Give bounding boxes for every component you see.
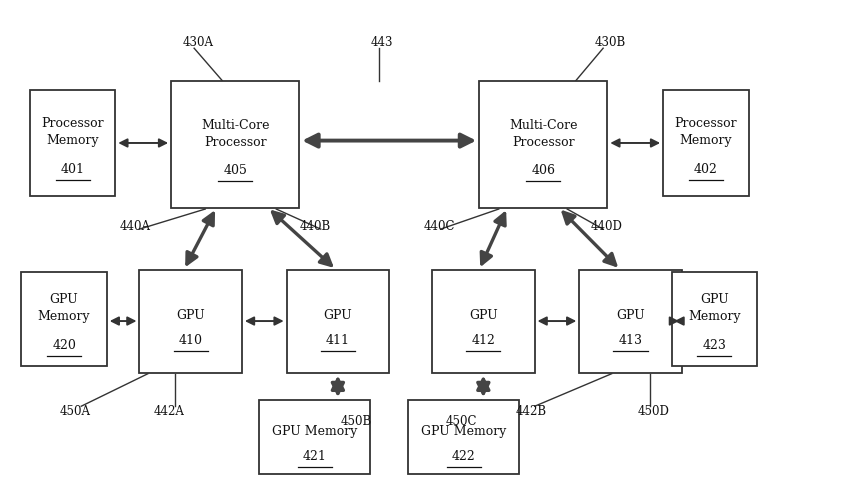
- Text: 440A: 440A: [120, 220, 150, 233]
- Text: 402: 402: [694, 163, 718, 176]
- FancyBboxPatch shape: [259, 400, 371, 474]
- Text: GPU Memory: GPU Memory: [272, 425, 358, 438]
- Text: GPU
Memory: GPU Memory: [38, 293, 91, 323]
- Text: 430B: 430B: [594, 36, 626, 49]
- Text: 430A: 430A: [182, 36, 213, 49]
- Text: GPU
Memory: GPU Memory: [688, 293, 740, 323]
- Text: 442A: 442A: [154, 406, 185, 418]
- Text: 405: 405: [223, 164, 247, 177]
- FancyBboxPatch shape: [139, 270, 242, 373]
- Text: 412: 412: [472, 334, 495, 347]
- Text: 420: 420: [52, 339, 76, 352]
- Text: 443: 443: [371, 36, 393, 49]
- Text: GPU: GPU: [323, 309, 353, 322]
- Text: 440C: 440C: [423, 220, 455, 233]
- Text: 401: 401: [60, 163, 85, 176]
- Text: 450C: 450C: [446, 415, 477, 428]
- Text: 422: 422: [452, 450, 475, 463]
- Text: 440D: 440D: [590, 220, 622, 233]
- Text: 423: 423: [702, 339, 727, 352]
- Text: 450D: 450D: [638, 406, 670, 418]
- Text: Multi-Core
Processor: Multi-Core Processor: [201, 119, 270, 149]
- Text: Processor
Memory: Processor Memory: [41, 117, 104, 148]
- Text: 411: 411: [326, 334, 350, 347]
- Text: GPU: GPU: [469, 309, 498, 322]
- Text: 406: 406: [531, 164, 556, 177]
- FancyBboxPatch shape: [171, 81, 299, 207]
- Text: Multi-Core
Processor: Multi-Core Processor: [509, 119, 577, 149]
- FancyBboxPatch shape: [287, 270, 389, 373]
- FancyBboxPatch shape: [479, 81, 607, 207]
- FancyBboxPatch shape: [579, 270, 682, 373]
- Text: GPU: GPU: [616, 309, 645, 322]
- Text: GPU Memory: GPU Memory: [421, 425, 506, 438]
- FancyBboxPatch shape: [663, 90, 748, 196]
- FancyBboxPatch shape: [432, 270, 535, 373]
- Text: 442B: 442B: [516, 406, 547, 418]
- Text: 410: 410: [179, 334, 203, 347]
- Text: GPU: GPU: [176, 309, 205, 322]
- Text: 450B: 450B: [340, 415, 372, 428]
- Text: 421: 421: [303, 450, 327, 463]
- Text: 450A: 450A: [60, 406, 91, 418]
- Text: Processor
Memory: Processor Memory: [675, 117, 737, 148]
- FancyBboxPatch shape: [30, 90, 116, 196]
- FancyBboxPatch shape: [671, 272, 757, 366]
- Text: 413: 413: [619, 334, 643, 347]
- FancyBboxPatch shape: [408, 400, 519, 474]
- Text: 440B: 440B: [299, 220, 331, 233]
- FancyBboxPatch shape: [22, 272, 107, 366]
